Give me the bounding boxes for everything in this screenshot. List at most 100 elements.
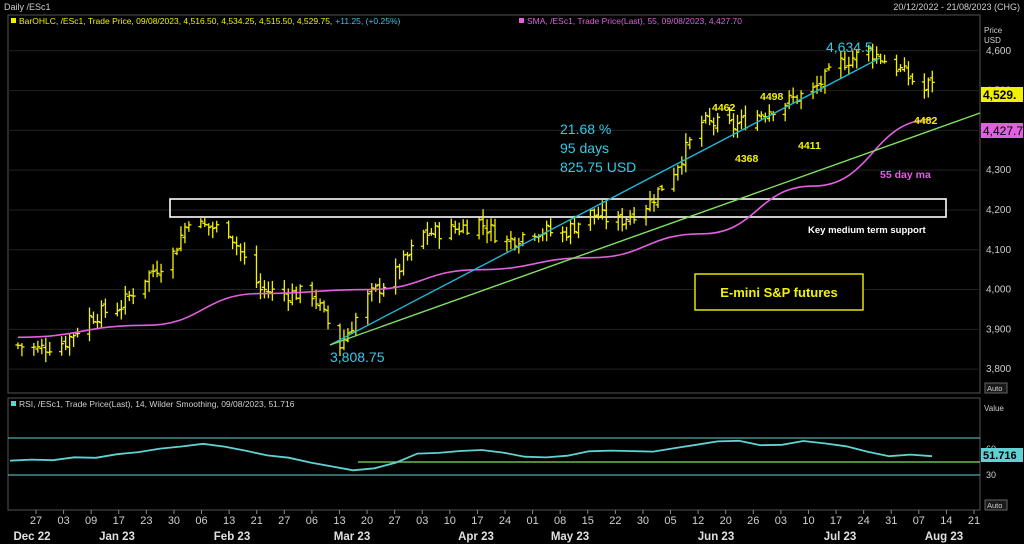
day-tick-label: 30 bbox=[168, 515, 180, 527]
ohlc-bar bbox=[643, 204, 649, 226]
ohlc-bar bbox=[826, 63, 832, 71]
ohlc-bar bbox=[150, 264, 156, 278]
sma-legend-swatch bbox=[519, 18, 524, 23]
ohlc-bar bbox=[67, 333, 73, 356]
ohlc-bar bbox=[842, 50, 848, 71]
ohlc-bar bbox=[198, 218, 204, 229]
rsi-panel[interactable] bbox=[7, 397, 981, 511]
ohlc-bar bbox=[679, 156, 685, 175]
last-price-value: 4,529. bbox=[983, 88, 1016, 102]
ohlc-bar bbox=[289, 283, 295, 306]
ohlc-bar bbox=[909, 73, 915, 85]
day-tick-label: 24 bbox=[499, 515, 511, 527]
ohlc-bar bbox=[683, 133, 689, 173]
day-tick-label: 05 bbox=[664, 515, 676, 527]
ohlc-bar bbox=[409, 239, 415, 261]
ohlc-bar bbox=[178, 226, 184, 252]
day-tick-label: 30 bbox=[637, 515, 649, 527]
ohlc-bar bbox=[146, 270, 152, 292]
day-tick-label: 06 bbox=[195, 515, 207, 527]
ohlc-bar bbox=[738, 109, 744, 130]
ohlc-bar bbox=[405, 251, 411, 261]
day-tick-label: 10 bbox=[802, 515, 814, 527]
price-panel[interactable] bbox=[7, 14, 981, 394]
ohlc-bar bbox=[615, 211, 621, 231]
channel-line-cyan bbox=[329, 57, 881, 346]
pivot-4368: 4368 bbox=[735, 153, 759, 165]
ohlc-bar bbox=[651, 194, 657, 212]
day-tick-label: 13 bbox=[333, 515, 345, 527]
ohlc-bar bbox=[19, 343, 25, 357]
ohlc-bar bbox=[782, 102, 788, 122]
ohlc-bar bbox=[766, 104, 772, 122]
ohlc-bar bbox=[758, 111, 764, 120]
ohlc-bar bbox=[464, 219, 470, 235]
ohlc-bar bbox=[428, 228, 434, 236]
ohlc-bar bbox=[281, 280, 287, 302]
rsi-line bbox=[9, 439, 933, 472]
ohlc-bar bbox=[838, 50, 844, 78]
ohlc-bar bbox=[47, 341, 53, 356]
month-tick-label: Feb 23 bbox=[214, 531, 250, 543]
auto-scale-button-rsi[interactable] bbox=[984, 499, 1008, 511]
value-axis-title: Value bbox=[984, 404, 1004, 413]
ohlc-bar bbox=[754, 110, 760, 131]
ohlc-bar bbox=[186, 221, 192, 232]
ohlc-bar bbox=[432, 222, 438, 238]
ohlc-bar bbox=[122, 285, 128, 315]
ohlc-bar bbox=[905, 61, 911, 86]
ohlc-bar bbox=[381, 283, 387, 297]
ohlc-bar bbox=[130, 288, 136, 305]
ohlc-bars bbox=[15, 43, 935, 363]
support-zone-box bbox=[169, 198, 947, 218]
ohlc-bar bbox=[59, 336, 65, 356]
ohlc-bar bbox=[182, 222, 188, 244]
day-tick-label: 15 bbox=[582, 515, 594, 527]
ohlc-bar bbox=[377, 278, 383, 304]
auto-scale-button-price[interactable] bbox=[984, 382, 1008, 394]
ohlc-bar bbox=[572, 215, 578, 234]
ohlc-bar bbox=[102, 298, 108, 318]
day-tick-label: 12 bbox=[692, 515, 704, 527]
month-tick-label: Mar 23 bbox=[334, 531, 370, 543]
price-tick-label: 3,900 bbox=[986, 324, 1011, 335]
ohlc-bar bbox=[575, 222, 581, 239]
ohlc-bar bbox=[476, 217, 482, 240]
ohlc-bar bbox=[921, 73, 927, 99]
ohlc-bar bbox=[118, 300, 124, 320]
day-tick-label: 31 bbox=[885, 515, 897, 527]
price-tick-label: 3,800 bbox=[986, 364, 1011, 375]
month-tick-label: Jul 23 bbox=[824, 531, 857, 543]
day-tick-label: 09 bbox=[85, 515, 97, 527]
sma-caption: 55 day ma bbox=[880, 169, 931, 181]
month-tick-label: Dec 22 bbox=[13, 531, 50, 543]
ohlc-bar bbox=[925, 77, 931, 98]
time-axis: 27 03 09 17 23 30 06 13 21 27 06 13 20 27 03 10 17 24 01 08… bbox=[13, 510, 980, 543]
ohlc-bar bbox=[484, 219, 490, 244]
ohlc-bar bbox=[874, 46, 880, 64]
day-tick-label: 22 bbox=[609, 515, 621, 527]
day-tick-label: 27 bbox=[389, 515, 401, 527]
auto-scale-label-price: Auto bbox=[987, 384, 1002, 393]
ohlc-bar bbox=[436, 222, 442, 249]
month-tick-label: Jan 23 bbox=[99, 531, 135, 543]
auto-scale-label-rsi: Auto bbox=[987, 501, 1002, 510]
last-price-badge bbox=[981, 87, 1023, 102]
ohlc-bar bbox=[560, 226, 566, 243]
ohlc-bar bbox=[321, 300, 327, 313]
day-tick-label: 14 bbox=[940, 515, 952, 527]
ohlc-bar bbox=[659, 184, 665, 192]
ohlc-bar bbox=[63, 335, 69, 351]
high-label: 4,634.5 bbox=[826, 39, 873, 55]
ohlc-bar bbox=[242, 242, 248, 265]
price-axis-title: Price bbox=[984, 26, 1003, 35]
ohlc-bar bbox=[703, 111, 709, 124]
ohlc-bar bbox=[480, 209, 486, 236]
ohlc-bar bbox=[854, 49, 860, 69]
ohlc-bar bbox=[420, 229, 426, 250]
ohlc-bar bbox=[261, 280, 267, 299]
ohlc-bar bbox=[894, 54, 900, 77]
title-box-label: E-mini S&P futures bbox=[720, 285, 838, 300]
ohlc-bar bbox=[508, 231, 514, 250]
